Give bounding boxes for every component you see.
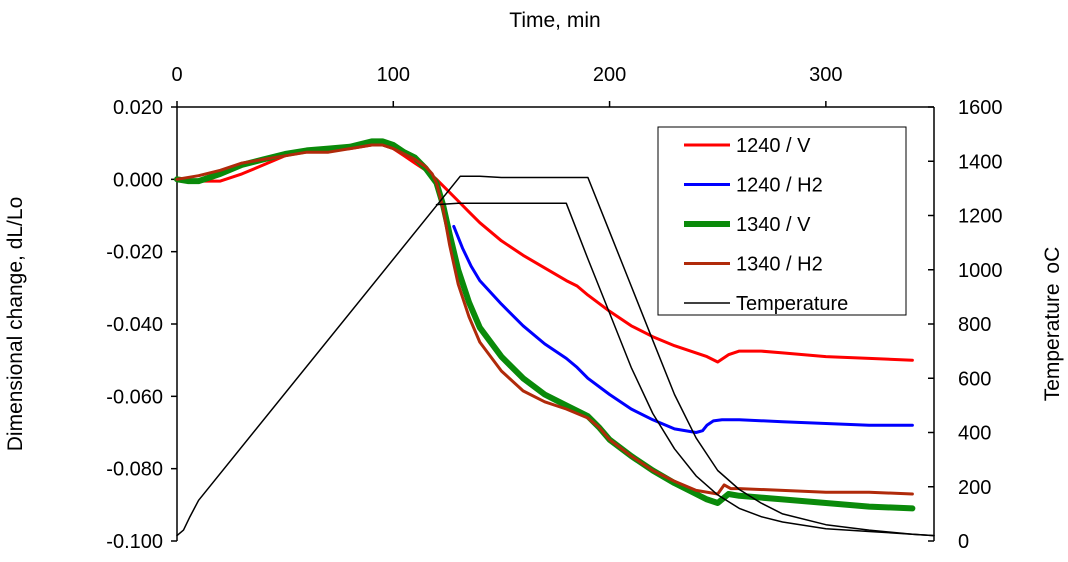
legend-label: 1240 / V xyxy=(736,135,811,157)
y-right-tick-label: 600 xyxy=(958,368,991,390)
legend-entries: 1240 / V 1240 / H2 1340 / V 1340 / H2 Temper… xyxy=(684,135,848,315)
y-right-axis-unit: oC xyxy=(1041,247,1064,274)
series-line-temperature-2 xyxy=(435,202,935,537)
x-tick-label: 300 xyxy=(809,64,842,86)
x-axis-title: Time, min xyxy=(509,9,600,32)
y-left-axis-ticks: 0.020 0.000 -0.020 -0.040 -0.060 -0.080 -0.100 xyxy=(106,97,177,553)
legend: 1240 / V 1240 / H2 1340 / V 1340 / H2 Temper… xyxy=(657,126,907,316)
y-right-tick-label: 1600 xyxy=(958,97,1003,119)
x-axis-ticks: 0 100 200 300 xyxy=(171,64,843,107)
y-right-axis-title-text: Temperature xyxy=(1041,283,1064,401)
legend-label: 1340 / H2 xyxy=(736,254,823,276)
y-right-tick-label: 1000 xyxy=(958,260,1003,282)
legend-label: 1240 / H2 xyxy=(736,175,823,197)
series-line-1340-v xyxy=(174,138,916,512)
series-lines xyxy=(174,138,935,537)
y-right-tick-label: 800 xyxy=(958,314,991,336)
y-left-tick-label: -0.040 xyxy=(106,314,163,336)
y-left-tick-label: -0.100 xyxy=(106,531,163,553)
y-right-tick-label: 1200 xyxy=(958,206,1003,228)
y-right-tick-label: 200 xyxy=(958,477,991,499)
x-tick-label: 0 xyxy=(171,64,182,86)
y-right-tick-label: 1400 xyxy=(958,151,1003,173)
y-left-tick-label: -0.020 xyxy=(106,242,163,264)
series-line-1240-h2 xyxy=(452,224,914,434)
series-line-temperature xyxy=(176,175,935,537)
x-tick-label: 100 xyxy=(377,64,410,86)
y-right-tick-label: 0 xyxy=(958,531,969,553)
legend-label: Temperature xyxy=(736,293,848,315)
x-tick-label: 200 xyxy=(593,64,626,86)
y-left-axis-title: Dimensional change, dL/Lo xyxy=(4,197,27,452)
y-left-tick-label: -0.080 xyxy=(106,459,163,481)
series-line-1340-h2 xyxy=(175,143,914,496)
legend-label: 1340 / V xyxy=(736,214,811,236)
y-right-axis-title: Temperature oC xyxy=(1041,247,1064,402)
y-right-axis-ticks: 1600 1400 1200 1000 800 600 400 200 0 xyxy=(928,97,1003,553)
y-right-tick-label: 400 xyxy=(958,423,991,445)
y-left-tick-label: 0.000 xyxy=(113,169,163,191)
y-left-tick-label: 0.020 xyxy=(113,97,163,119)
y-left-tick-label: -0.060 xyxy=(106,386,163,408)
